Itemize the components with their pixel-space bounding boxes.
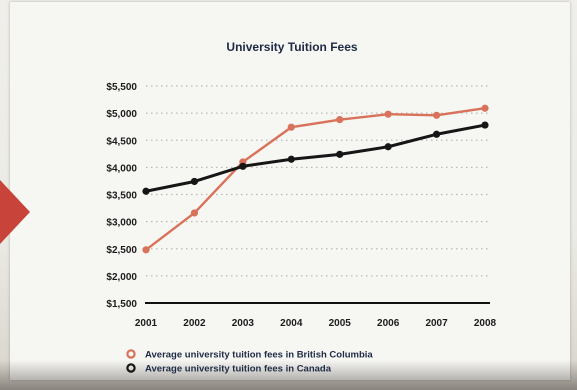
y-axis-ticks: $5,500 $5,000 $4,500 $4,000 $3,500 $3,000 $2,5… bbox=[106, 82, 137, 310]
legend-label-canada: Average university tuition fees in Canad… bbox=[145, 364, 332, 375]
data-point-bc bbox=[481, 104, 489, 112]
data-point-bc bbox=[384, 110, 392, 118]
series-lines bbox=[142, 104, 489, 254]
y-tick-label: $2,000 bbox=[106, 272, 137, 283]
data-point-canada bbox=[481, 121, 489, 129]
y-tick-label: $3,000 bbox=[106, 218, 137, 229]
chart-card bbox=[10, 2, 570, 380]
x-tick-label: 2003 bbox=[232, 318, 255, 329]
data-point-bc bbox=[432, 111, 441, 119]
x-tick-label: 2006 bbox=[377, 318, 400, 329]
red-arrow-marker bbox=[0, 180, 30, 244]
legend-marker-bc bbox=[126, 349, 136, 359]
data-point-canada bbox=[287, 155, 295, 163]
y-tick-label: $2,500 bbox=[106, 245, 137, 256]
data-point-bc bbox=[190, 209, 199, 217]
data-point-bc bbox=[287, 123, 295, 131]
y-tick-label: $3,500 bbox=[106, 191, 137, 202]
y-tick-label: $5,000 bbox=[106, 109, 137, 120]
x-tick-label: 2008 bbox=[474, 318, 497, 329]
shadow-edge bbox=[0, 360, 577, 390]
data-point-bc bbox=[142, 246, 150, 254]
y-tick-label: $4,000 bbox=[106, 163, 137, 174]
x-axis-ticks: 2001 2002 2003 2004 2005 2006 2007 2008 bbox=[135, 318, 497, 329]
y-tick-label: $4,500 bbox=[106, 136, 137, 147]
data-point-canada bbox=[432, 130, 441, 138]
chart-title: University Tuition Fees bbox=[226, 40, 357, 54]
data-point-canada bbox=[239, 162, 247, 170]
legend-marker-canada bbox=[126, 363, 136, 373]
data-point-canada bbox=[190, 177, 199, 186]
legend-label-bc: Average university tuition fees in Briti… bbox=[145, 350, 373, 361]
data-point-bc bbox=[336, 116, 344, 124]
data-point-canada bbox=[142, 187, 150, 195]
series-line-canada bbox=[145, 123, 486, 193]
series-line-bc bbox=[145, 107, 486, 251]
x-tick-label: 2004 bbox=[280, 318, 303, 329]
legend: Average university tuition fees in Briti… bbox=[126, 349, 373, 375]
data-point-canada bbox=[384, 143, 392, 151]
x-tick-label: 2002 bbox=[183, 318, 206, 329]
grid-lines bbox=[146, 85, 488, 277]
x-tick-label: 2005 bbox=[329, 318, 352, 329]
y-tick-label: $5,500 bbox=[106, 82, 137, 93]
x-tick-label: 2007 bbox=[425, 318, 448, 329]
y-tick-label: $1,500 bbox=[106, 299, 137, 310]
x-tick-label: 2001 bbox=[135, 318, 158, 329]
data-point-canada bbox=[336, 150, 344, 158]
